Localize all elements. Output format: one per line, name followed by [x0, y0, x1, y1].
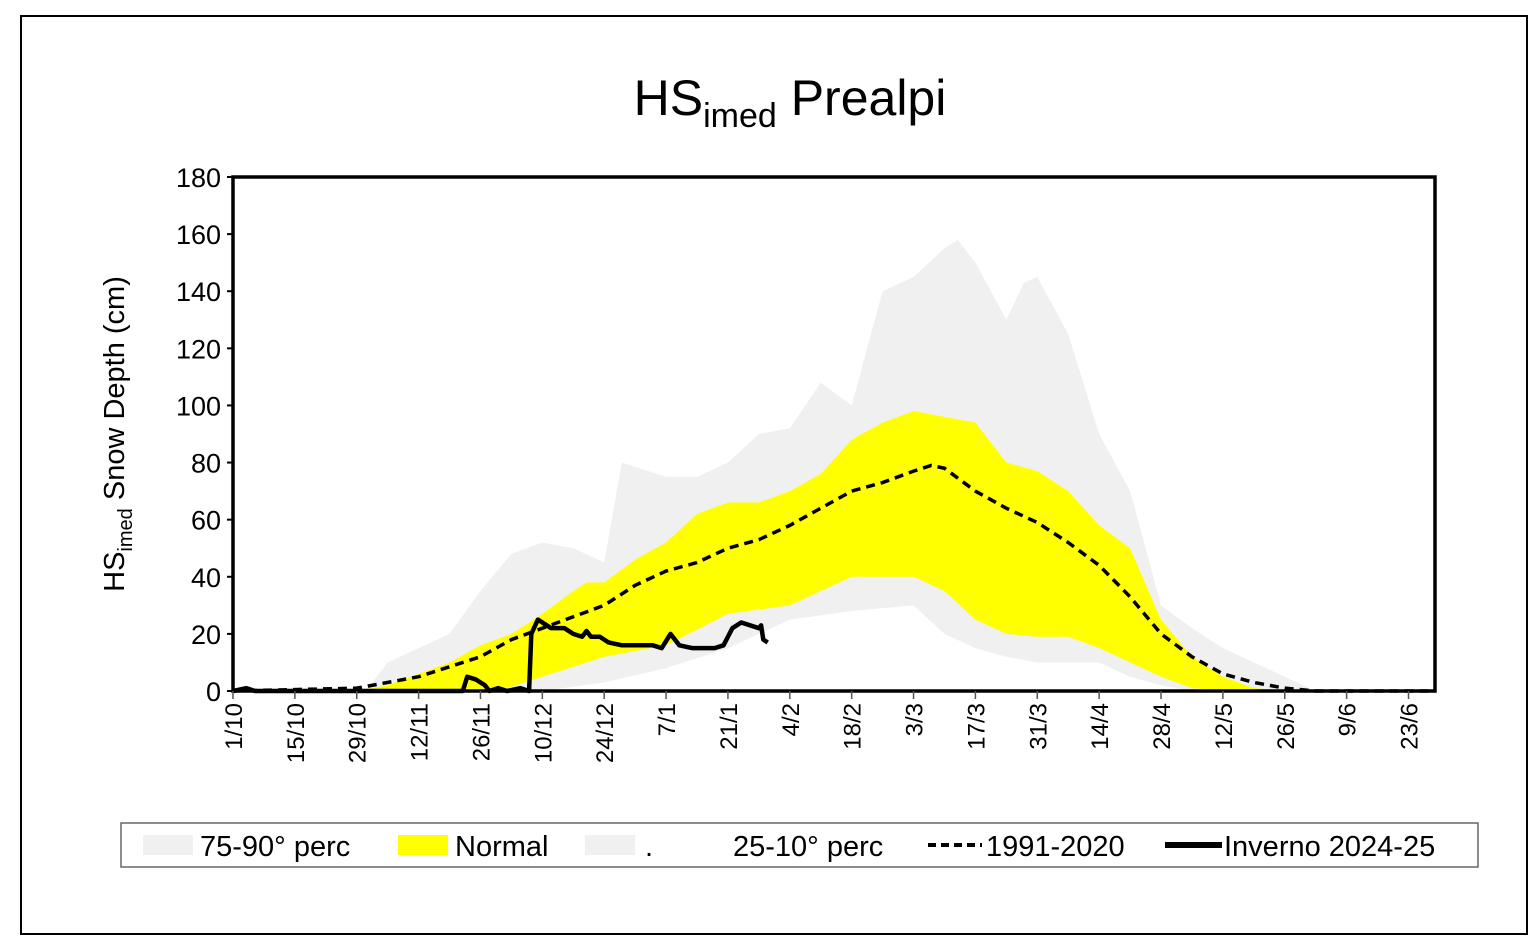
line-1991-2020: [232, 463, 1435, 693]
x-tick-label: 21/1: [716, 703, 743, 750]
legend-label-p90: 75-90° perc: [200, 831, 350, 863]
y-tick-label: 120: [176, 334, 221, 364]
legend-box: [120, 822, 1479, 868]
x-tick-label: 10/12: [530, 703, 557, 763]
y-tick-label: 60: [191, 506, 221, 536]
x-tick-label: 17/3: [963, 703, 990, 750]
y-tick-label: 180: [176, 163, 221, 193]
chart-title: HSimed Prealpi: [634, 70, 947, 135]
x-tick-label: 9/6: [1335, 703, 1362, 736]
legend-swatch-p90: [143, 835, 193, 855]
axes: 0 20 40 60 80 100 120 140 160 180 1/10 15/10 29/10 12…: [176, 163, 1437, 763]
legend-swatch-normal: [398, 835, 448, 855]
y-tick-label: 80: [191, 449, 221, 479]
chart-frame: [20, 15, 1528, 935]
x-tick-label: 3/3: [902, 703, 929, 736]
y-tick-label: 160: [176, 220, 221, 250]
legend-label-p10: 25-10° perc: [733, 831, 883, 863]
x-tick-label: 12/11: [407, 703, 434, 761]
line-inverno-2024-25: [232, 617, 769, 694]
x-tick-label: 18/2: [840, 703, 867, 750]
x-tick-label: 31/3: [1025, 703, 1052, 750]
x-tick-label: 7/1: [654, 703, 681, 736]
legend-label-dot: .: [645, 831, 653, 863]
x-tick-label: 15/10: [283, 703, 310, 763]
plot-area: [232, 239, 1435, 694]
x-tick-label: 28/4: [1149, 703, 1176, 750]
y-tick-label: 40: [191, 563, 221, 593]
x-tick-label: 26/5: [1273, 703, 1300, 750]
x-tick-label: 29/10: [345, 703, 372, 763]
x-tick-label: 23/6: [1396, 703, 1423, 750]
x-tick-label: 1/10: [221, 703, 248, 750]
y-tick-label: 100: [176, 391, 221, 421]
y-axis-label: HSimed Snow Depth (cm): [99, 276, 137, 592]
x-tick-label: 14/4: [1087, 703, 1114, 750]
y-tick-label: 140: [176, 277, 221, 307]
x-tick-label: 24/12: [592, 703, 619, 763]
legend: 75-90° perc Normal . 25-10° perc 1991-20…: [120, 822, 1479, 868]
legend-label-current: Inverno 2024-25: [1224, 831, 1435, 863]
x-tick-label: 12/5: [1211, 703, 1238, 750]
legend-label-mean: 1991-2020: [986, 831, 1125, 863]
legend-swatch-p10: [585, 835, 635, 855]
plot-border: [231, 175, 1437, 693]
band-normal: [233, 411, 1435, 691]
legend-label-normal: Normal: [455, 831, 548, 863]
y-tick-label: 20: [191, 620, 221, 650]
x-tick-label: 4/2: [778, 703, 805, 736]
y-tick-label: 0: [206, 677, 221, 707]
x-tick-label: 26/11: [468, 703, 495, 761]
